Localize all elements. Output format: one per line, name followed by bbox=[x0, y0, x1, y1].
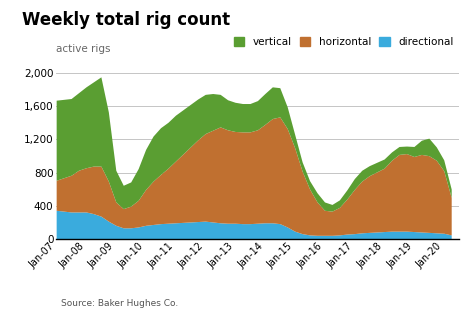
Text: active rigs: active rigs bbox=[56, 44, 110, 54]
Text: Source: Baker Hughes Co.: Source: Baker Hughes Co. bbox=[61, 299, 178, 308]
Legend: vertical, horizontal, directional: vertical, horizontal, directional bbox=[234, 37, 453, 47]
Text: Weekly total rig count: Weekly total rig count bbox=[22, 12, 230, 30]
